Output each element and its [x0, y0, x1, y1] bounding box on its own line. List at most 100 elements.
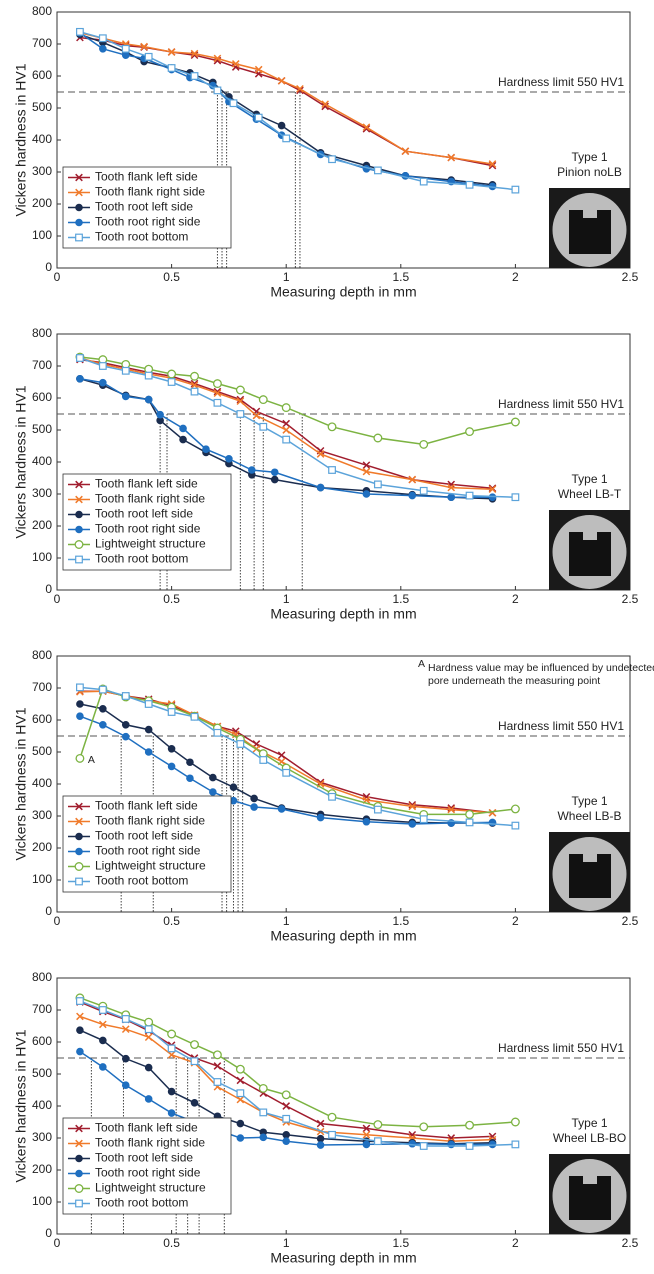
x-tick-label: 2.5 [622, 270, 639, 284]
inset-label: Wheel LB-BO [553, 1131, 626, 1145]
data-point [144, 395, 153, 404]
legend-label: Tooth flank right side [95, 492, 205, 506]
y-tick-label: 600 [32, 1034, 52, 1048]
y-tick-label: 200 [32, 840, 52, 854]
legend-marker [75, 480, 83, 489]
data-point [144, 748, 153, 756]
x-tick-label: 1.5 [392, 592, 409, 606]
inset-label: Type 1 [571, 1116, 607, 1130]
legend-box [62, 1117, 232, 1215]
series-line [79, 690, 493, 814]
data-point [321, 102, 329, 111]
data-point [213, 86, 222, 95]
sample-part [569, 854, 611, 898]
y-tick-label: 800 [32, 970, 52, 984]
data-point [488, 808, 497, 817]
legend-box [62, 473, 232, 571]
data-point [121, 1015, 130, 1023]
note-line: pore underneath the measuring point [428, 675, 600, 687]
x-tick-label: 2.5 [622, 592, 639, 606]
legend-marker [75, 555, 83, 564]
data-point [213, 54, 222, 63]
data-point [76, 1047, 84, 1056]
data-point [401, 147, 410, 156]
legend-marker [75, 233, 83, 242]
y-axis-label: Vickers hardness in HV1 [13, 1029, 29, 1182]
legend-label: Tooth root bottom [95, 552, 188, 566]
data-point [202, 445, 210, 454]
data-point [282, 1131, 291, 1139]
data-point [236, 397, 245, 406]
legend-marker [75, 510, 83, 519]
data-point [98, 34, 107, 43]
data-point [167, 1087, 176, 1096]
data-point [144, 1033, 153, 1042]
y-tick-label: 500 [32, 422, 52, 436]
y-tick-label: 800 [32, 326, 52, 340]
data-point [190, 371, 199, 381]
legend-label: Tooth flank right side [95, 1136, 205, 1150]
data-point [488, 160, 497, 168]
legend-marker [75, 218, 83, 227]
series-line [79, 690, 493, 814]
data-point [144, 52, 153, 61]
y-tick-label: 100 [32, 550, 52, 564]
data-point [121, 721, 130, 729]
legend-label: Tooth root right side [95, 522, 201, 536]
data-point [465, 180, 474, 189]
data-point [144, 371, 153, 380]
data-point [258, 1083, 268, 1093]
panel: 0 100 200 300 400 500 600 700 800 0 0.5 1 1.5 2 2.5 Mea… [13, 648, 654, 944]
x-tick-label: 1.5 [392, 270, 409, 284]
legend-marker [75, 802, 83, 811]
data-point [167, 1044, 176, 1053]
data-point [156, 410, 164, 419]
legend-label: Tooth root bottom [95, 1196, 188, 1210]
limit-label: Hardness limit 550 HV1 [498, 719, 624, 733]
data-point [328, 155, 336, 164]
data-point [99, 1036, 107, 1045]
data-point [408, 491, 417, 500]
y-tick-label: 0 [45, 1226, 52, 1240]
data-point [167, 48, 176, 56]
data-point [419, 486, 428, 495]
x-axis-label: Measuring depth in mm [270, 606, 416, 622]
data-point [99, 721, 107, 729]
data-point [236, 410, 245, 418]
y-tick-label: 100 [32, 1194, 52, 1208]
data-point [190, 381, 199, 390]
data-point [121, 1025, 130, 1034]
y-tick-label: 400 [32, 454, 52, 468]
sample-part [569, 210, 611, 254]
legend-marker [75, 1124, 83, 1133]
data-point [328, 466, 336, 474]
x-tick-label: 0.5 [163, 1236, 180, 1250]
legend-label: Tooth root right side [95, 215, 201, 229]
y-tick-label: 600 [32, 68, 52, 82]
y-tick-label: 200 [32, 518, 52, 532]
legend-label: Tooth flank left side [95, 170, 198, 184]
data-point [212, 379, 222, 389]
data-point [250, 794, 258, 803]
data-point [186, 774, 194, 783]
data-point [316, 450, 325, 458]
data-point [179, 435, 187, 444]
data-point [190, 1057, 199, 1066]
data-point [99, 45, 107, 53]
legend-marker [75, 188, 83, 197]
data-point [99, 1063, 107, 1071]
legend-marker [75, 173, 83, 182]
data-point [316, 1141, 325, 1149]
sample-part [569, 532, 611, 576]
x-axis-label: Measuring depth in mm [270, 928, 416, 944]
y-tick-label: 700 [32, 1002, 52, 1016]
data-point [140, 42, 148, 51]
data-point [362, 817, 371, 826]
data-point [321, 100, 329, 108]
data-point [225, 455, 233, 463]
data-point [282, 419, 291, 428]
data-point [236, 1089, 245, 1098]
panel: 0 100 200 300 400 500 600 700 800 0 0.5 1 1.5 2 2.5 Mea… [13, 326, 639, 622]
data-point [76, 997, 84, 1005]
y-tick-label: 300 [32, 486, 52, 500]
